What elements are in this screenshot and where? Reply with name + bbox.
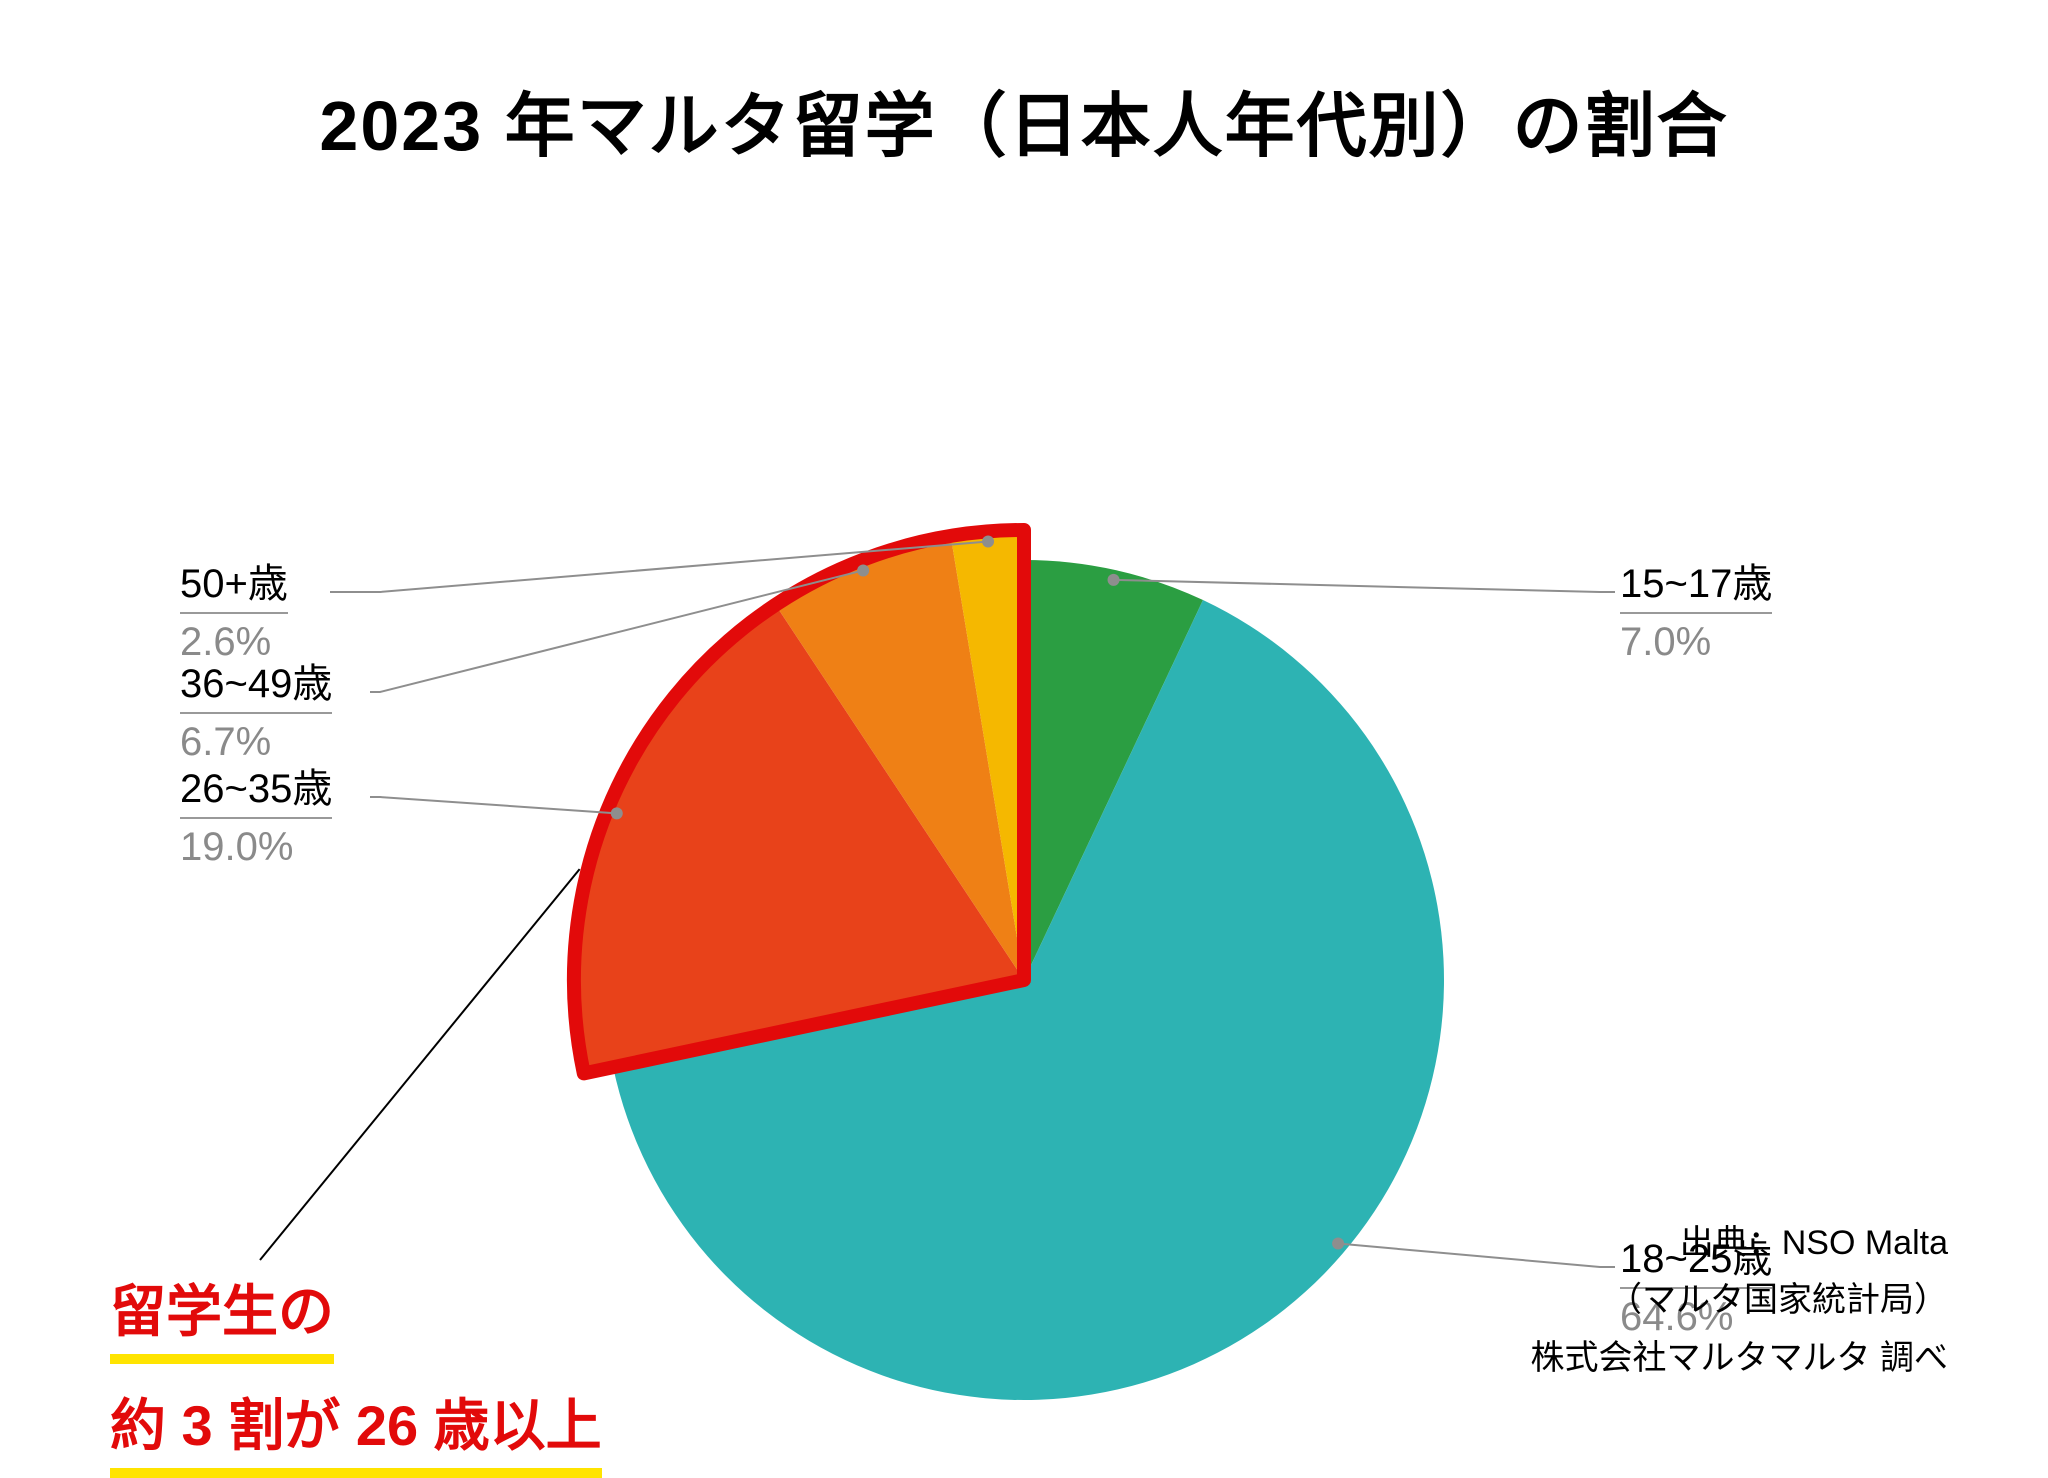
label-26-35: 26~35歳 19.0% — [180, 765, 332, 871]
label-percent: 7.0% — [1620, 618, 1772, 666]
annotation-line1: 留学生の — [110, 1270, 334, 1364]
label-text: 15~17歳 — [1620, 560, 1772, 614]
label-percent: 19.0% — [180, 823, 332, 871]
annotation-leader — [260, 869, 580, 1260]
chart-title: 2023 年マルタ留学（日本人年代別）の割合 — [0, 70, 2048, 171]
label-36-49: 36~49歳 6.7% — [180, 660, 332, 766]
label-percent: 6.7% — [180, 718, 332, 766]
highlight-annotation: 留学生の 約 3 割が 26 歳以上 — [110, 1270, 602, 1478]
annotation-line2: 約 3 割が 26 歳以上 — [110, 1384, 602, 1478]
leader-line — [370, 797, 617, 813]
leader-line — [1114, 580, 1615, 592]
credit-line: 出典：NSO Malta — [1531, 1215, 1948, 1273]
source-credit: 出典：NSO Malta （マルタ国家統計局） 株式会社マルタマルタ 調べ — [1531, 1215, 1948, 1388]
label-text: 36~49歳 — [180, 660, 332, 714]
label-text: 50+歳 — [180, 560, 288, 614]
label-50plus: 50+歳 2.6% — [180, 560, 288, 666]
label-percent: 2.6% — [180, 618, 288, 666]
credit-line: （マルタ国家統計局） — [1531, 1272, 1948, 1330]
label-text: 26~35歳 — [180, 765, 332, 819]
label-15-17: 15~17歳 7.0% — [1620, 560, 1772, 666]
pie-chart: 15~17歳 7.0% 18~25歳 64.6% 26~35歳 19.0% 36… — [0, 260, 2048, 1160]
credit-line: 株式会社マルタマルタ 調べ — [1531, 1330, 1948, 1388]
